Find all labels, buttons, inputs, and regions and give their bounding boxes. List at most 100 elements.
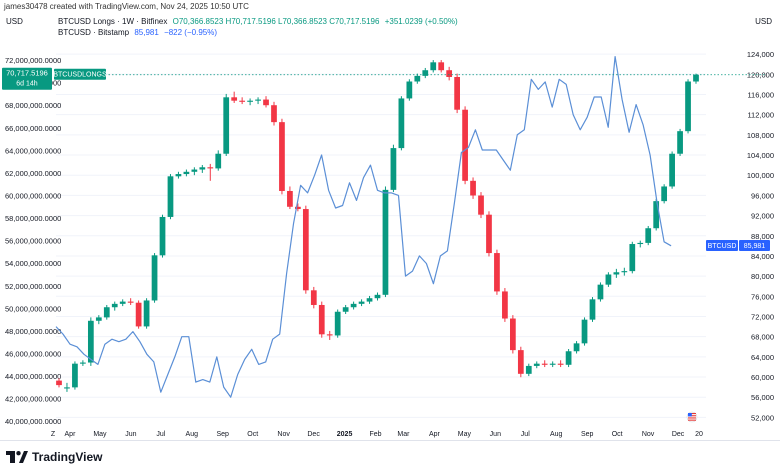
candle-body — [271, 105, 277, 122]
series-tag-name: BTCUSD — [708, 243, 737, 250]
left-tick-label: 72,000,000.0000 — [5, 56, 61, 65]
candle-body — [462, 110, 468, 181]
time-tick-label: 20 — [695, 431, 703, 438]
left-tick-label: 64,000,000.0000 — [5, 146, 61, 155]
candle-body — [231, 97, 237, 100]
right-tick-label: 52,000 — [751, 413, 774, 422]
candle — [263, 96, 269, 107]
right-tick-label: 108,000 — [747, 131, 774, 140]
candle-body — [303, 209, 309, 290]
candle — [231, 92, 237, 103]
candle-body — [454, 77, 460, 110]
left-tick-label: 54,000,000.0000 — [5, 259, 61, 268]
time-tick-label: Sep — [581, 431, 594, 438]
right-tick-label: 60,000 — [751, 373, 774, 382]
candle — [446, 67, 452, 81]
candle — [239, 97, 245, 104]
right-tick-label: 112,000 — [747, 111, 774, 120]
candle — [629, 242, 635, 274]
time-tick-label: Nov — [277, 431, 290, 438]
candle-body — [661, 186, 667, 201]
left-tick-label: 62,000,000.0000 — [5, 169, 61, 178]
candle — [645, 226, 651, 245]
price-tag-countdown: 6d 14h — [16, 81, 38, 88]
candle-body — [526, 366, 532, 374]
candle — [223, 94, 229, 156]
candle — [72, 361, 78, 389]
candle-body — [184, 172, 190, 174]
tradingview-logo[interactable]: TradingView — [6, 450, 102, 464]
candle-body — [359, 302, 365, 304]
footer: TradingView — [0, 440, 780, 471]
right-tick-label: 76,000 — [751, 292, 774, 301]
price-chart[interactable]: 72,000,000.000070,000,000.000068,000,000… — [0, 0, 780, 440]
left-tick-label: 58,000,000.0000 — [5, 214, 61, 223]
right-axis[interactable]: 124,000120,000116,000112,000108,000104,0… — [747, 50, 774, 422]
candle — [191, 167, 197, 175]
candle-body — [112, 304, 118, 307]
time-tick-label: May — [458, 431, 472, 438]
candle-body — [239, 101, 245, 102]
time-tick-label: Sep — [217, 431, 230, 438]
candle — [486, 211, 492, 256]
flag-stripe — [688, 417, 696, 418]
candle — [144, 298, 150, 328]
left-axis[interactable]: 72,000,000.000070,000,000.000068,000,000… — [5, 56, 61, 426]
candle-body — [438, 62, 444, 70]
candle-body — [685, 82, 691, 132]
candles — [56, 60, 699, 392]
candle — [550, 361, 556, 367]
candle-body — [136, 303, 142, 327]
candle — [343, 305, 349, 314]
time-tick-label: Apr — [65, 431, 77, 438]
candle-body — [502, 291, 508, 318]
candle-body — [574, 343, 580, 351]
candle — [669, 151, 675, 188]
candle-body — [160, 217, 166, 255]
candle-body — [470, 181, 476, 196]
candle — [518, 347, 524, 377]
candle-body — [518, 350, 524, 374]
candle-body — [335, 312, 341, 336]
candle-body — [406, 82, 412, 99]
candle — [303, 206, 309, 294]
candle-body — [606, 275, 612, 285]
left-tick-label: 56,000,000.0000 — [5, 237, 61, 246]
candle-body — [677, 131, 683, 154]
candle — [606, 272, 612, 287]
candle — [422, 68, 428, 78]
candle — [454, 74, 460, 114]
candle-body — [494, 253, 500, 291]
candle — [558, 360, 564, 367]
right-tick-label: 68,000 — [751, 333, 774, 342]
candle — [502, 288, 508, 322]
candle-body — [120, 302, 126, 304]
time-tick-label: Aug — [186, 431, 199, 438]
candle — [494, 250, 500, 295]
candle — [367, 296, 373, 304]
candle — [319, 302, 325, 338]
right-tick-label: 104,000 — [747, 151, 774, 160]
time-tick-label: Apr — [429, 431, 441, 438]
left-tick-label: 60,000,000.0000 — [5, 191, 61, 200]
candle — [359, 299, 365, 306]
candle — [661, 184, 667, 203]
right-tick-label: 96,000 — [751, 191, 774, 200]
candle-body — [558, 364, 564, 365]
candle-body — [176, 174, 182, 176]
candle-body — [629, 244, 635, 271]
candle — [478, 192, 484, 218]
candle — [406, 79, 412, 100]
us-flag-icon — [687, 412, 697, 422]
time-tick-label: Feb — [369, 431, 381, 438]
candle-body — [263, 100, 269, 106]
candle-body — [645, 228, 651, 243]
candle — [438, 60, 444, 72]
candle-body — [534, 364, 540, 366]
candle-body — [383, 190, 389, 295]
candle — [399, 96, 405, 150]
candle-body — [279, 122, 285, 191]
tradingview-logo-icon — [6, 451, 28, 463]
